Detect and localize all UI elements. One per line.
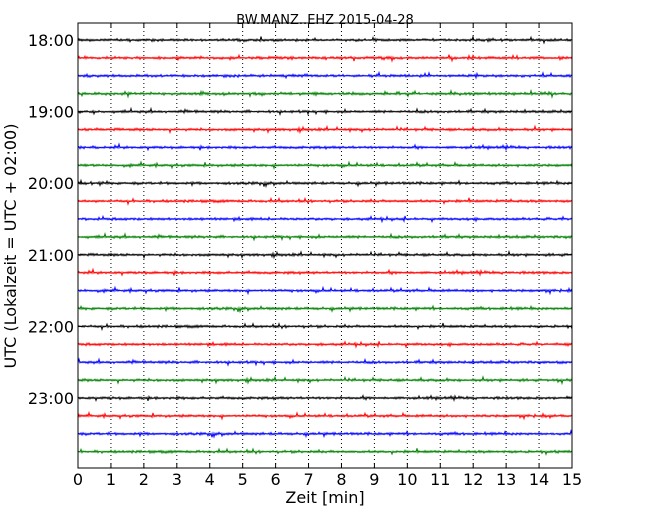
x-tick-label: 8 [336,470,346,489]
seismic-trace [77,357,573,367]
x-tick-label: 15 [562,470,582,489]
y-axis-label: UTC (Lokalzeit = UTC + 02:00) [1,124,20,369]
x-tick-label: 9 [369,470,379,489]
y-axis-ticks: 18:00 19:00 20:00 21:00 22:00 23:00 [28,31,572,408]
x-tick-label: 2 [139,470,149,489]
seismic-trace [77,249,573,260]
x-tick-label: 13 [496,470,516,489]
seismic-traces [77,34,573,456]
y-tick-label: 21:00 [28,246,74,265]
y-tick-label: 22:00 [28,317,74,336]
seismic-trace [77,178,573,189]
seismic-trace [77,34,573,45]
x-axis-ticks: 0 1 2 3 4 5 6 7 8 9 10 11 12 13 14 15 [73,23,582,489]
seismic-trace [77,304,573,314]
x-tick-label: 7 [303,470,313,489]
x-axis-label: Zeit [min] [285,488,364,507]
x-tick-label: 12 [463,470,483,489]
seismic-trace [77,196,573,206]
y-tick-label: 18:00 [28,31,74,50]
seismic-trace [77,70,573,80]
x-tick-label: 5 [238,470,248,489]
seismic-trace [77,106,573,117]
y-tick-label: 19:00 [28,103,74,122]
x-tick-label: 14 [529,470,549,489]
seismic-trace [77,53,573,63]
seismic-trace [77,142,573,152]
seismic-trace [77,340,573,349]
seismic-trace [77,375,573,386]
seismic-trace [77,214,573,224]
x-tick-label: 6 [271,470,281,489]
seismic-trace [77,429,573,439]
x-tick-label: 0 [73,470,83,489]
seismic-trace [77,285,573,296]
x-tick-label: 11 [430,470,450,489]
seismic-trace [77,232,573,242]
seismic-trace [77,393,573,403]
seismic-trace [77,124,573,135]
seismic-trace [77,410,573,421]
seismic-trace [77,447,573,456]
x-tick-label: 10 [397,470,417,489]
x-tick-label: 4 [205,470,215,489]
seismic-trace [77,322,573,332]
plot-frame [77,22,573,469]
y-tick-label: 23:00 [28,389,74,408]
seismic-trace [77,88,573,99]
seismic-trace [77,160,573,170]
seismic-trace [77,267,573,277]
x-tick-label: 1 [106,470,116,489]
x-tick-label: 3 [172,470,182,489]
grid-lines [110,23,540,468]
y-tick-label: 20:00 [28,174,74,193]
chart-title: BW.MANZ..EHZ 2015-04-28 [236,13,414,28]
